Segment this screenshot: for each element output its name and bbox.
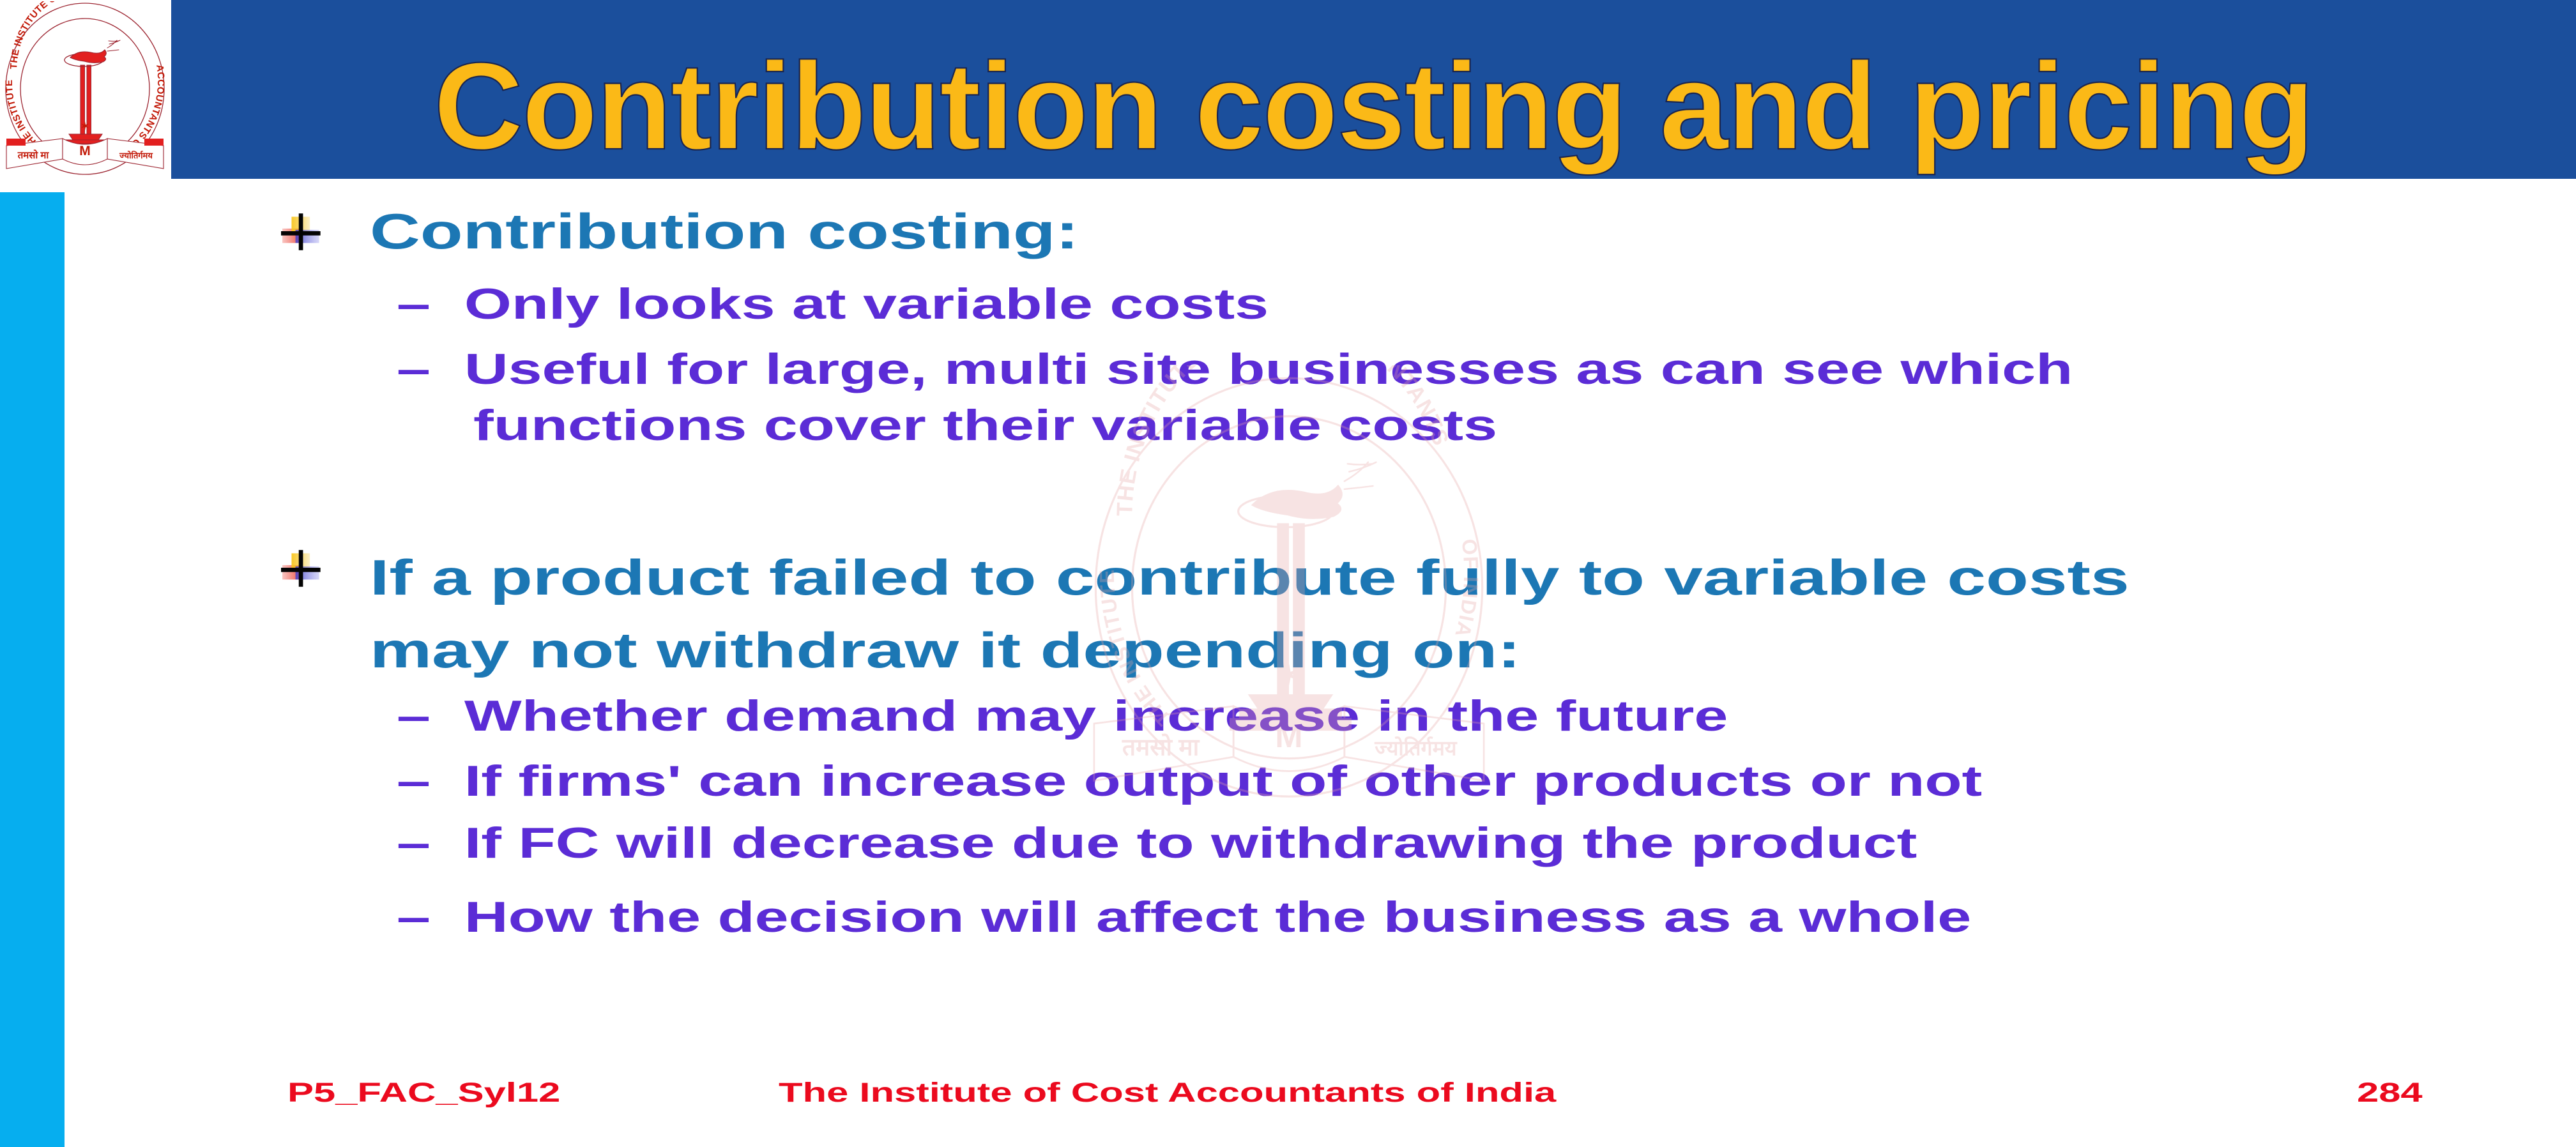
svg-text:M: M — [79, 144, 91, 158]
svg-text:✶: ✶ — [80, 120, 90, 133]
svg-text:ज्योतिर्गमय: ज्योतिर्गमय — [1374, 736, 1458, 760]
svg-text:M: M — [1275, 718, 1302, 755]
svg-text:OF INDIA: OF INDIA — [1451, 538, 1482, 641]
svg-text:तमसो मा: तमसो मा — [1122, 734, 1200, 761]
svg-text:तमसो मा: तमसो मा — [17, 149, 50, 161]
svg-text:ज्योतिर्गमय: ज्योतिर्गमय — [119, 151, 153, 160]
svg-text:✶: ✶ — [1276, 658, 1302, 692]
svg-text:THE INSTITUTE: THE INSTITUTE — [1095, 568, 1175, 730]
